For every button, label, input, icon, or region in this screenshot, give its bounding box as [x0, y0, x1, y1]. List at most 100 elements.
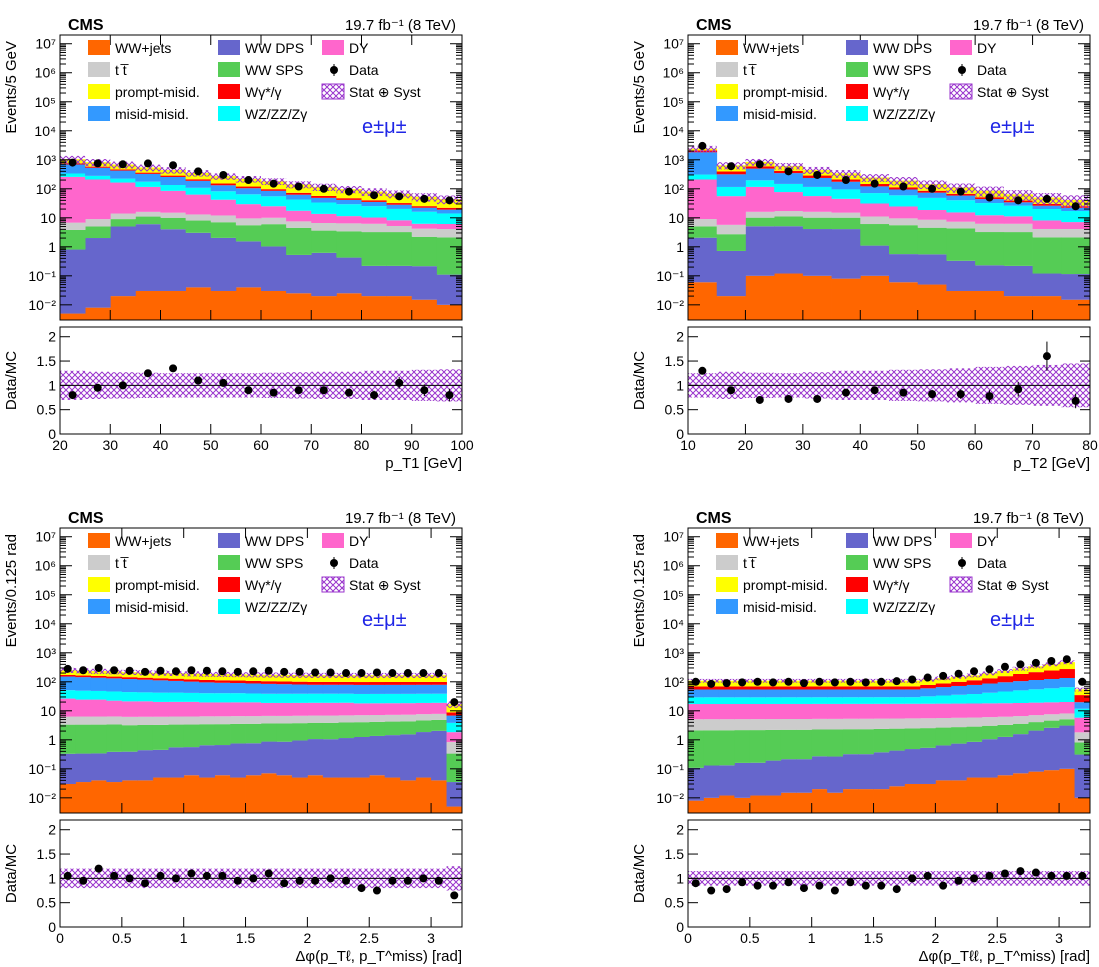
ratio-y-tick-label: 0.5: [37, 895, 57, 911]
bar-prompt-misid--bin-12: [245, 674, 262, 681]
bar-ww-dps-bin-24: [1059, 725, 1075, 769]
bar-ww-dps-bin-20: [369, 735, 386, 776]
bar-t-t--bin-0: [688, 719, 704, 731]
bar-t-t--bin-5: [185, 214, 212, 221]
bar-ww-sps-bin-15: [919, 728, 936, 748]
bar-wz-zz-z--bin-12: [873, 697, 890, 704]
bar-ww-sps-bin-23: [1043, 720, 1060, 728]
bar-misid-misid--bin-6: [210, 185, 237, 192]
bar-wz-zz-z--bin-7: [168, 692, 185, 702]
legend-label: WW DPS: [873, 533, 932, 549]
legend-label: Stat ⊕ Syst: [349, 84, 421, 100]
data-point: [269, 179, 278, 188]
bar-wz-zz-z--bin-8: [811, 697, 828, 704]
chart-panel-4: 10⁻²10⁻¹11010²10³10⁴10⁵10⁶10⁷Events/0.12…: [631, 510, 1091, 965]
ratio-group: [60, 864, 462, 900]
y-tick-label: 10⁷: [663, 36, 684, 52]
bar-ww-dps-bin-25: [446, 782, 462, 807]
bar-ww-jets-bin-23: [415, 777, 432, 813]
bar-prompt-misid--bin-16: [935, 678, 952, 684]
bar-dy-bin-21: [384, 703, 401, 715]
ratio-point: [311, 876, 320, 885]
data-point: [985, 665, 994, 674]
legend-label: misid-misid.: [115, 599, 189, 615]
x-tick-label: 2.5: [359, 930, 379, 946]
data-point: [403, 669, 412, 678]
bar-w--bin-2: [110, 169, 136, 171]
bar-misid-misid--bin-8: [183, 681, 200, 693]
data-point: [939, 671, 948, 680]
bar-ww-jets-bin-25: [1074, 797, 1090, 813]
bar-ww-dps-bin-2: [745, 226, 775, 276]
uncertainty-band-bin-4: [802, 166, 832, 174]
data-point: [870, 179, 879, 188]
bar-ww-sps-bin-2: [745, 217, 775, 227]
ratio-point: [344, 388, 353, 397]
bar-w--bin-15: [919, 684, 936, 689]
bar-ww-sps-bin-19: [981, 725, 998, 740]
bar-dy-bin-8: [917, 210, 947, 220]
bar-wz-zz-z--bin-7: [889, 195, 919, 207]
bar-wz-zz-z--bin-4: [121, 692, 138, 702]
bar-wz-zz-z--bin-12: [361, 206, 388, 218]
bar-wz-zz-z--bin-19: [981, 692, 998, 704]
bar-dy-bin-7: [889, 206, 919, 219]
y-tick-label: 1: [676, 239, 684, 255]
bar-ww-dps-bin-4: [121, 751, 138, 781]
y-tick-label: 10: [40, 703, 56, 719]
data-point: [1014, 196, 1023, 205]
bar-misid-misid--bin-13: [386, 204, 413, 209]
bar-w--bin-19: [353, 682, 370, 685]
legend: WW+jets WW DPS DY t t̅ WW SPS Data prompt-misi…: [88, 533, 421, 615]
ratio-y-tick-label: 0.5: [665, 402, 685, 418]
ratio-point: [738, 878, 747, 887]
bar-ww-jets-bin-4: [121, 780, 138, 813]
legend-swatch: [88, 62, 110, 77]
bar-dy-bin-25: [446, 732, 462, 743]
data-point: [813, 170, 822, 179]
bar-dy-bin-25: [1074, 717, 1090, 733]
ratio-point: [753, 881, 762, 890]
bar-wz-zz-z--bin-2: [745, 180, 775, 187]
bar-ww-sps-bin-2: [718, 730, 735, 766]
bar-ww-jets-bin-9: [286, 293, 312, 320]
x-tick-label: 60: [253, 437, 269, 453]
bar-ww-jets-bin-5: [137, 780, 154, 813]
bar-dy-bin-4: [160, 190, 187, 213]
legend-swatch: [846, 106, 868, 121]
ratio-point: [194, 376, 203, 385]
bar-wz-zz-z--bin-9: [946, 200, 976, 213]
ratio-point: [370, 391, 379, 400]
data-point: [169, 161, 178, 170]
data-point: [830, 678, 839, 687]
bar-w--bin-14: [904, 686, 921, 690]
bar-wz-zz-z--bin-22: [400, 693, 417, 704]
data-point: [118, 160, 127, 169]
legend-label: WW DPS: [245, 40, 304, 56]
legend-label: Stat ⊕ Syst: [977, 84, 1049, 100]
bar-misid-misid--bin-10: [214, 682, 231, 694]
bar-t-t--bin-13: [889, 718, 905, 729]
bar-dy-bin-4: [749, 703, 766, 720]
bar-t-t--bin-9: [199, 716, 216, 725]
legend-label: WW DPS: [245, 533, 304, 549]
bar-wz-zz-z--bin-17: [950, 694, 967, 704]
bar-wz-zz-z--bin-18: [338, 693, 355, 703]
bar-misid-misid--bin-2: [90, 677, 107, 691]
ratio-y-tick-label: 1.5: [665, 846, 685, 862]
legend-swatch: [716, 106, 738, 121]
bar-w--bin-14: [276, 681, 293, 685]
bar-dy-bin-9: [946, 212, 976, 222]
ratio-point: [698, 366, 707, 375]
data-point: [419, 669, 428, 678]
y-tick-label: 10: [668, 210, 684, 226]
bar-w--bin-25: [446, 712, 462, 716]
legend-swatch: [218, 577, 240, 592]
bar-misid-misid--bin-0: [60, 676, 76, 691]
data-point: [784, 167, 793, 176]
bar-ww-dps-bin-7: [168, 747, 185, 778]
bar-wz-zz-z--bin-4: [749, 697, 766, 704]
bar-misid-misid--bin-7: [168, 680, 185, 693]
bar-t-t--bin-3: [734, 719, 751, 731]
bar-wz-zz-z--bin-5: [185, 187, 212, 195]
